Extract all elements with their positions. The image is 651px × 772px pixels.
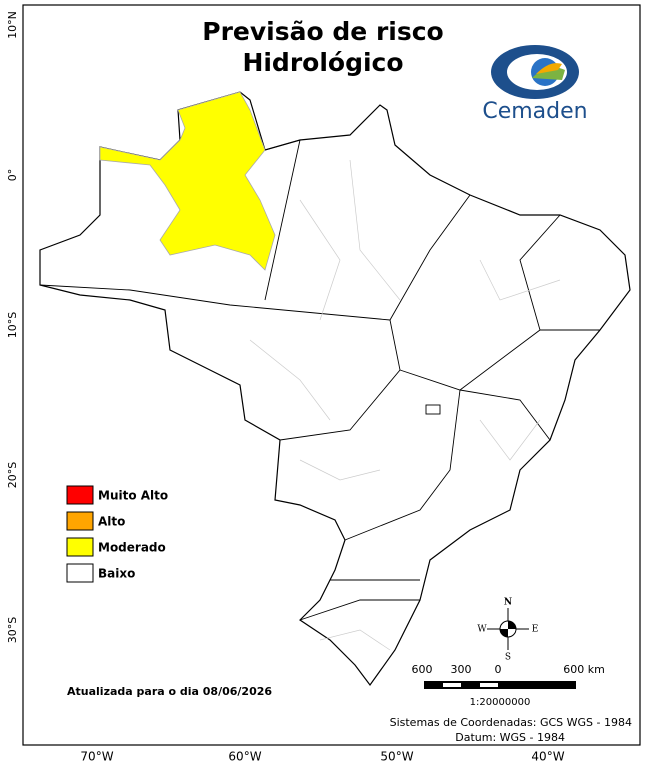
border xyxy=(389,194,471,321)
line xyxy=(349,159,401,301)
compass-w: W xyxy=(477,625,487,635)
lon-labels: 70°W 60°W 50°W 40°W xyxy=(80,750,564,764)
legend-label: Alto xyxy=(98,515,125,529)
compass-e: E xyxy=(532,625,539,635)
legend: Muito Alto Alto Moderado Baixo xyxy=(66,485,168,583)
state-borders xyxy=(39,139,600,621)
compass: N S E W xyxy=(477,598,538,663)
lat-label: 0° xyxy=(6,169,19,182)
border xyxy=(399,369,551,441)
title: Hidrológico xyxy=(242,48,403,77)
lat-labels: 10°N 0° 10°S 20°S 30°S xyxy=(6,11,19,643)
border xyxy=(344,389,461,541)
legend-swatch xyxy=(66,485,94,505)
scale-bar: 600 300 0 600 km 1:20000000 xyxy=(412,663,605,708)
logo-leaf xyxy=(532,67,565,80)
updated-date: Atualizada para o dia 08/06/2026 xyxy=(67,685,272,698)
scale-label: 600 xyxy=(412,663,433,676)
line xyxy=(249,339,331,421)
border xyxy=(519,214,561,331)
scale-segment xyxy=(443,683,461,687)
border xyxy=(299,599,420,621)
lat-label: 30°S xyxy=(6,617,19,643)
municipal-lines xyxy=(249,159,561,651)
legend-swatch xyxy=(66,511,94,531)
federal-district xyxy=(425,404,441,415)
title: Previsão de risco xyxy=(202,17,443,46)
lat-label: 10°S xyxy=(6,312,19,338)
scale-label: 300 xyxy=(451,663,472,676)
border xyxy=(279,319,401,441)
compass-fill xyxy=(500,621,516,637)
border xyxy=(264,139,301,301)
scale-segment xyxy=(424,681,576,689)
lat-label: 10°N xyxy=(6,11,19,39)
legend-label: Muito Alto xyxy=(98,489,168,503)
legend-label: Moderado xyxy=(98,541,166,555)
logo-text: Cemaden xyxy=(482,99,587,124)
legend-swatch xyxy=(66,537,94,557)
lon-label: 40°W xyxy=(531,750,564,764)
compass-s: S xyxy=(505,653,511,663)
lon-label: 50°W xyxy=(380,750,413,764)
lon-label: 70°W xyxy=(80,750,113,764)
border xyxy=(39,284,391,321)
compass-n: N xyxy=(504,598,512,608)
line xyxy=(479,419,541,461)
line xyxy=(299,199,341,321)
scale-label: 0 xyxy=(495,663,502,676)
line xyxy=(319,629,391,651)
line xyxy=(479,259,561,301)
scale-label: 600 km xyxy=(563,663,605,676)
legend-swatch xyxy=(66,563,94,583)
logo: Cemaden xyxy=(482,45,588,124)
scale-ratio: 1:20000000 xyxy=(470,697,531,708)
credits: Sistemas de Coordenadas: GCS WGS - 1984 xyxy=(390,716,632,729)
lon-label: 60°W xyxy=(228,750,261,764)
legend-label: Baixo xyxy=(98,567,135,581)
scale-segment xyxy=(480,683,498,687)
credits: Datum: WGS - 1984 xyxy=(455,731,565,744)
moderate-region xyxy=(99,91,276,271)
line xyxy=(299,459,381,481)
lat-label: 20°S xyxy=(6,462,19,488)
logo-sun xyxy=(536,63,562,74)
